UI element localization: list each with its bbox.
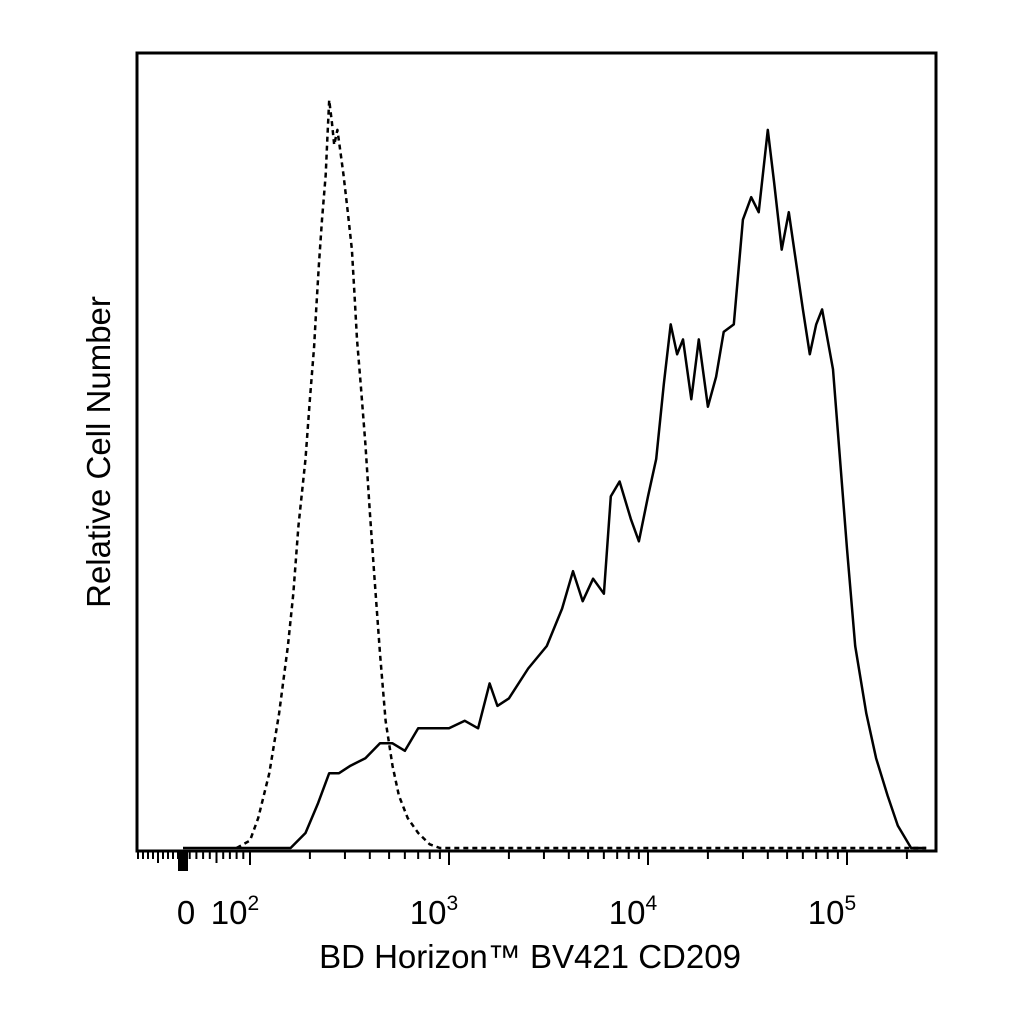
- x-tick-label: 104: [609, 892, 658, 931]
- x-tick-label: 102: [211, 892, 259, 931]
- x-minor-ticks: [137, 851, 908, 871]
- y-axis-label: Relative Cell Number: [80, 296, 117, 608]
- x-axis-label: BD Horizon™ BV421 CD209: [319, 938, 741, 975]
- series-layer: [183, 98, 927, 850]
- x-tick-labels: 0 102 103 104 105: [177, 892, 856, 931]
- series-line-solid: [183, 128, 927, 850]
- series-line-dashed: [235, 98, 927, 850]
- plot-frame: [135, 51, 938, 853]
- x-tick-label: 0: [177, 894, 195, 931]
- x-tick-label: 103: [410, 892, 458, 931]
- x-tick-label: 105: [808, 892, 856, 931]
